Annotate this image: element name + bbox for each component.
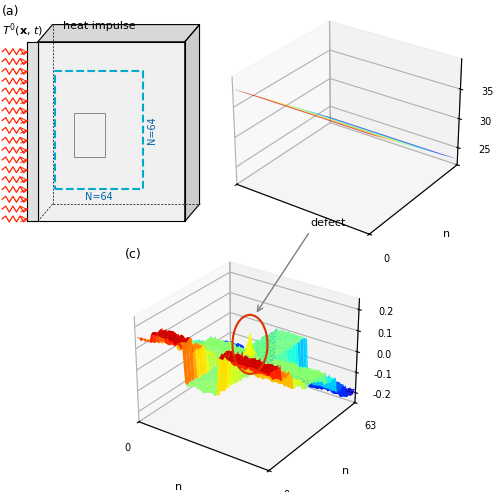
Y-axis label: n: n [342, 466, 349, 476]
X-axis label: n: n [274, 245, 281, 255]
Polygon shape [28, 42, 38, 221]
Text: (a): (a) [2, 5, 20, 18]
Text: heat impulse: heat impulse [63, 21, 136, 31]
Text: $T^0$($\mathbf{x}$, $t$): $T^0$($\mathbf{x}$, $t$) [2, 21, 43, 38]
Text: (c): (c) [124, 248, 141, 261]
Text: N=64: N=64 [85, 192, 112, 203]
X-axis label: n: n [176, 482, 182, 492]
Text: defect: defect [310, 218, 346, 228]
Y-axis label: n: n [443, 229, 450, 239]
Polygon shape [38, 25, 200, 42]
Polygon shape [185, 25, 200, 221]
Polygon shape [38, 42, 185, 221]
Text: N=64: N=64 [147, 117, 157, 144]
